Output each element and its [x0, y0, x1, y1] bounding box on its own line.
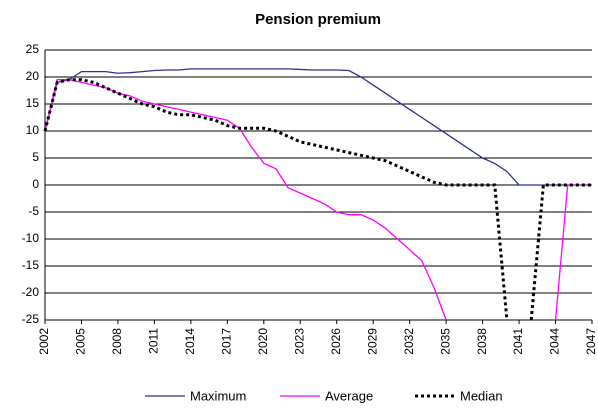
- series-line: [44, 68, 592, 186]
- legend-label: Maximum: [190, 388, 246, 403]
- x-tick-label: 2014: [183, 328, 197, 355]
- x-tick-label: 2047: [584, 328, 598, 355]
- x-tick-label: 2041: [511, 328, 525, 355]
- legend-label: Median: [460, 388, 503, 403]
- y-tick-label: -10: [22, 231, 40, 245]
- y-tick-label: 0: [32, 177, 39, 191]
- series-line: [44, 79, 592, 321]
- x-tick-label: 2008: [110, 328, 124, 355]
- chart-title: Pension premium: [255, 11, 381, 28]
- x-tick-label: 2023: [292, 328, 306, 355]
- x-tick-label: 2029: [365, 328, 379, 355]
- x-tick-label: 2026: [329, 328, 343, 355]
- y-tick-label: -5: [28, 204, 39, 218]
- y-tick-label: 25: [26, 42, 40, 56]
- y-tick-label: 5: [32, 150, 39, 164]
- x-tick-label: 2011: [147, 328, 161, 354]
- y-tick-label: -25: [22, 312, 40, 326]
- y-tick-label: -20: [22, 285, 40, 299]
- x-tick-label: 2032: [402, 328, 416, 355]
- x-tick-label: 2035: [438, 328, 452, 355]
- x-tick-label: 2044: [548, 328, 562, 355]
- y-tick-label: -15: [22, 258, 40, 272]
- x-tick-label: 2017: [220, 328, 234, 355]
- series-line: [43, 78, 592, 321]
- x-tick-label: 2038: [475, 328, 489, 355]
- x-tick-label: 2005: [74, 328, 88, 355]
- y-tick-label: 10: [26, 123, 40, 137]
- y-tick-label: 20: [26, 69, 40, 83]
- y-tick-label: 15: [26, 96, 40, 110]
- legend-label: Average: [325, 388, 373, 403]
- x-tick-label: 2020: [256, 328, 270, 355]
- x-tick-label: 2002: [37, 328, 51, 355]
